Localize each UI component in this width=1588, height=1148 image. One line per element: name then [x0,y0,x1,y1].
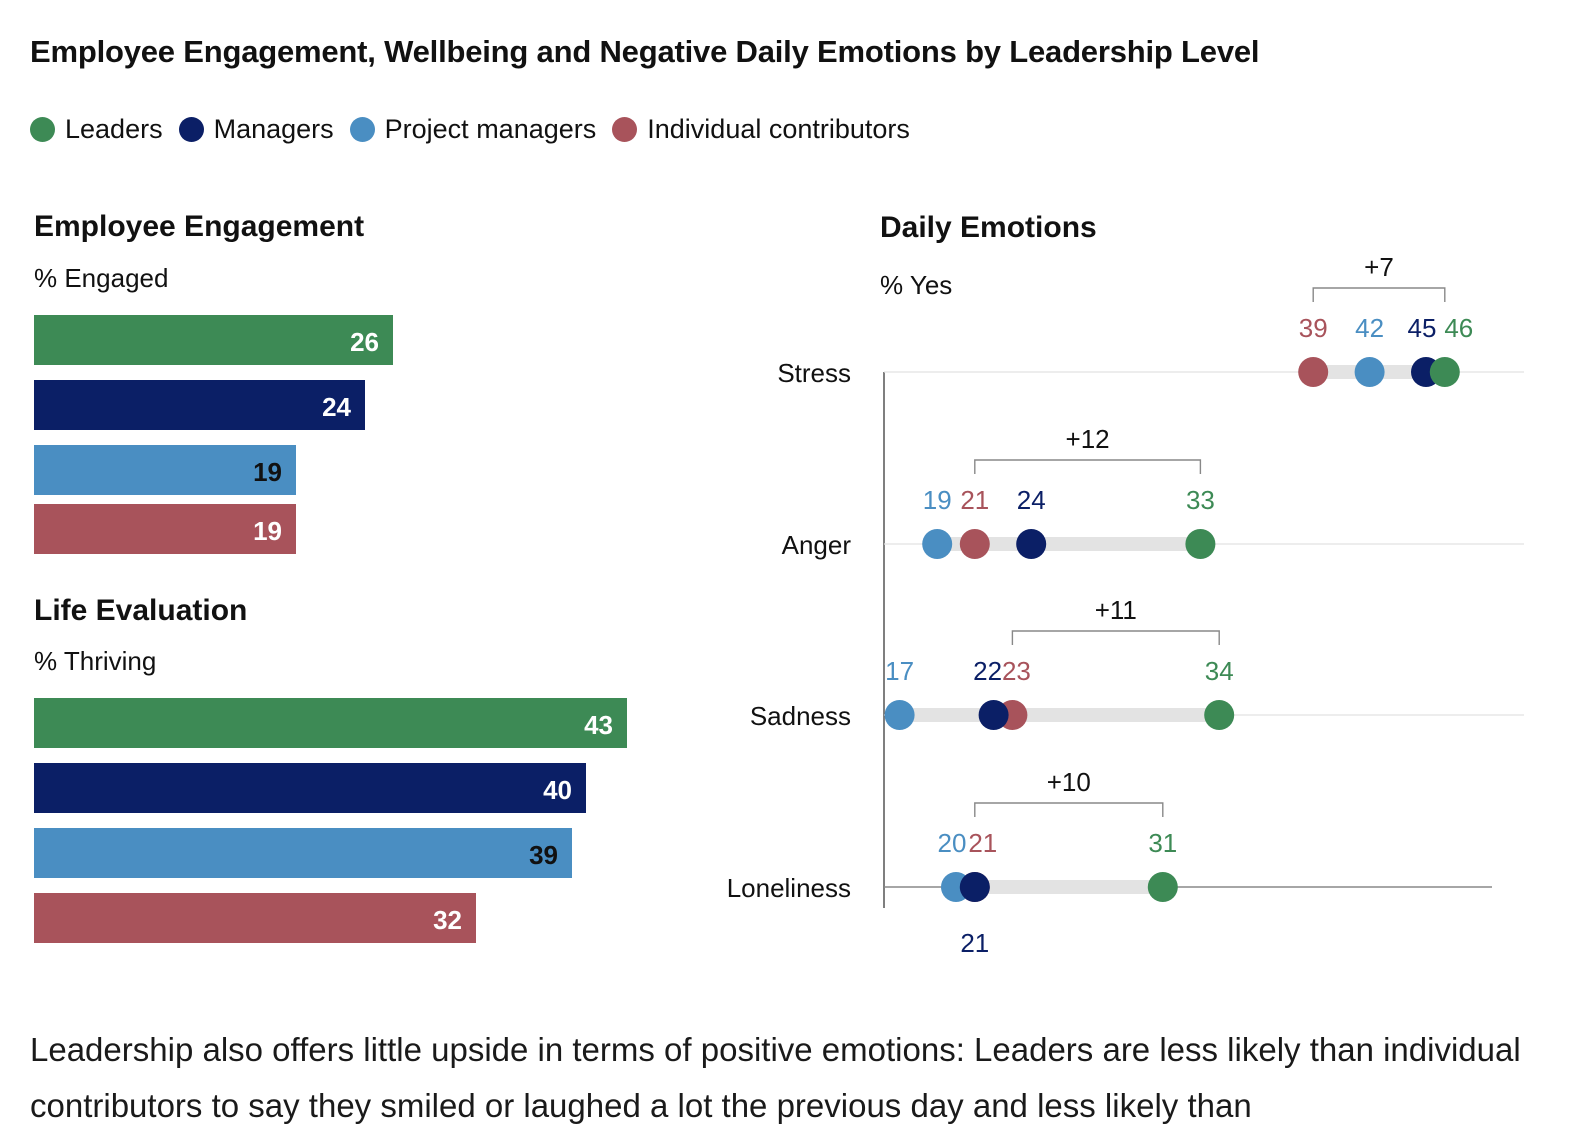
dot-leaders [1185,529,1216,559]
bar-value-label: 26 [350,327,379,357]
bar-project-managers: 19 [34,445,296,495]
bar-individual-contributors: 19 [34,504,296,554]
dot-value-label-managers: 45 [1408,313,1437,343]
legend-dot-individual-contributors [612,117,638,142]
category-label-stress: Stress [777,358,851,388]
gap-annotation: +7 [1364,252,1394,282]
legend-item-leaders: Leaders [30,114,163,145]
body-paragraph: Leadership also offers little upside in … [30,1031,1521,1124]
emotions-title: Daily Emotions [880,211,1097,244]
category-label-loneliness: Loneliness [727,873,851,903]
bar-value-label: 24 [322,392,351,422]
dot-managers [959,872,990,902]
engagement-title: Employee Engagement [34,210,365,243]
life-evaluation-subtitle: % Thriving [34,646,157,676]
gap-bracket [1011,630,1220,645]
legend-label-managers: Managers [213,114,334,144]
bar-value-label: 40 [543,775,572,805]
dot-value-label-project-managers: 42 [1355,313,1384,343]
legend-dot-leaders [30,117,55,142]
category-label-anger: Anger [782,530,852,560]
bar-managers: 24 [34,380,365,430]
bar-value-label: 19 [253,516,282,546]
dot-value-label-managers: 24 [1017,485,1046,515]
gap-annotation: +12 [1066,424,1110,454]
dot-value-label-managers: 22 [973,656,1002,686]
dot-value-label-individual-contributors: 21 [968,828,997,858]
dot-project-managers [1354,357,1385,387]
gap-bracket [1312,287,1446,302]
legend-dot-project-managers [349,117,375,142]
legend-label-leaders: Leaders [65,114,163,144]
legend-item-individual-contributors: Individual contributors [612,114,910,145]
dot-managers [1016,529,1047,559]
dot-leaders [1204,700,1235,730]
legend-label-project-managers: Project managers [384,114,597,144]
gap-bracket [974,459,1202,474]
dot-leaders [1147,872,1178,902]
dot-value-label-project-managers: 17 [885,656,914,686]
legend-item-managers: Managers [178,114,334,145]
bar-leaders: 43 [34,698,627,748]
dot-value-label-individual-contributors: 23 [1002,656,1031,686]
dot-leaders [1429,357,1460,387]
dot-individual-contributors [1298,357,1329,387]
legend-dot-managers [178,117,204,142]
dot-project-managers [884,700,915,730]
dot-value-label-individual-contributors: 39 [1299,313,1328,343]
legend-item-project-managers: Project managers [349,114,597,145]
legend: Leaders Managers Project managers Indivi… [30,114,926,145]
bar-leaders: 26 [34,315,393,365]
dot-individual-contributors [959,529,990,559]
gap-annotation: +11 [1095,595,1137,625]
dot-value-label-leaders: 33 [1186,485,1215,515]
dot-value-label-leaders: 34 [1205,656,1234,686]
gap-bracket [974,802,1164,817]
chart-title: Employee Engagement, Wellbeing and Negat… [30,34,1260,69]
bar-project-managers: 39 [34,828,572,878]
bar-value-label: 43 [584,710,613,740]
dot-managers [978,700,1009,730]
dot-value-label-project-managers: 19 [923,485,952,515]
life-evaluation-title: Life Evaluation [34,594,248,627]
dot-value-label-project-managers: 20 [938,828,967,858]
dot-project-managers [922,529,953,559]
bar-value-label: 19 [253,457,282,487]
dot-value-label-leaders: 31 [1148,828,1177,858]
category-label-sadness: Sadness [750,701,851,731]
dot-value-label-managers: 21 [960,928,989,958]
emotions-subtitle: % Yes [880,270,953,300]
gap-annotation: +10 [1047,767,1091,797]
dot-value-label-leaders: 46 [1444,313,1473,343]
bar-individual-contributors: 32 [34,893,476,943]
bar-value-label: 32 [433,905,462,935]
bar-managers: 40 [34,763,586,813]
legend-label-individual-contributors: Individual contributors [647,114,910,144]
engagement-subtitle: % Engaged [34,263,169,293]
bar-value-label: 39 [529,840,558,870]
dot-value-label-individual-contributors: 21 [960,485,989,515]
